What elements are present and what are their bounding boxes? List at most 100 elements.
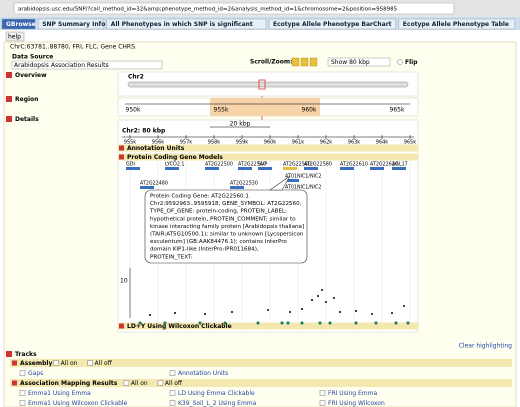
tab[interactable]	[106, 18, 267, 30]
checkbox[interactable]	[87, 360, 93, 366]
details-tick-label: 955k	[124, 140, 137, 146]
data-source-select[interactable]	[11, 60, 163, 70]
gene-model[interactable]	[140, 186, 154, 189]
gene-model[interactable]	[283, 167, 297, 170]
gene-model[interactable]	[230, 186, 244, 189]
tab[interactable]	[398, 18, 516, 30]
checkbox[interactable]	[123, 380, 130, 386]
tooltip	[144, 189, 308, 264]
gene-model[interactable]	[285, 179, 299, 182]
tooltip-line: PROTEIN_TEXT:	[150, 254, 193, 260]
plot-point	[391, 312, 393, 314]
gene-model[interactable]	[304, 167, 318, 170]
section-title: Region	[15, 96, 38, 103]
region-tick: 960k	[302, 107, 317, 114]
overview-chr: Chr2	[128, 74, 144, 81]
ld-point	[300, 321, 304, 325]
gene-model[interactable]	[126, 167, 140, 170]
checkbox[interactable]	[319, 400, 326, 406]
gene-label: AT2G22500	[205, 162, 233, 168]
flip-radio[interactable]	[397, 59, 403, 65]
ld-point	[256, 321, 260, 325]
collapse-toggle[interactable]	[119, 323, 124, 329]
gene-label: LYCO2.1	[165, 162, 184, 168]
scroll-button[interactable]	[291, 57, 300, 67]
track-item: Emma1 Using Wilcoxon Clickable	[28, 400, 128, 407]
data-source-label: Data Source	[12, 54, 53, 61]
tooltip-line: kinase interacting family protein [Arabi…	[150, 224, 304, 230]
tab[interactable]	[1, 18, 36, 30]
gene-model[interactable]	[258, 167, 272, 170]
checkbox[interactable]	[19, 390, 26, 396]
help-button[interactable]	[5, 31, 25, 42]
scroll-zoom: Scroll/Zoom:	[250, 59, 293, 66]
checkbox[interactable]	[169, 400, 176, 406]
zoom-select[interactable]	[327, 57, 391, 67]
plot-point	[231, 311, 233, 313]
tab[interactable]	[268, 18, 397, 30]
plot-point	[149, 314, 151, 316]
checkbox[interactable]	[319, 390, 326, 396]
track-item: FRI Using Emma	[328, 390, 377, 397]
address-field[interactable]	[13, 2, 455, 15]
tooltip-line: domain KIP1-like (InterPro:IPR011684),	[150, 247, 259, 253]
collapse-toggle[interactable]	[6, 351, 12, 357]
gene-model[interactable]	[238, 167, 252, 170]
tooltip-line: esculentum] (GB:AAK84476.1); contains In…	[150, 239, 287, 245]
checkbox[interactable]	[19, 400, 26, 406]
tab-label: All Phenotypes in which SNP is significa…	[111, 21, 253, 28]
zoom: Show 80 kbp	[331, 59, 370, 66]
checkbox[interactable]	[169, 370, 176, 376]
gene-model[interactable]	[392, 167, 406, 170]
gene-label: AT2G22530	[230, 181, 258, 187]
data-source: Arabidopsis Association Results	[14, 62, 109, 69]
group-name: Association Mapping Results	[20, 380, 118, 387]
checkbox[interactable]	[157, 380, 164, 386]
region-highlight	[210, 98, 320, 116]
region-tick: 965k	[390, 107, 405, 114]
plot-point	[317, 295, 319, 297]
view-box	[258, 79, 266, 90]
gene-model[interactable]	[340, 167, 354, 170]
track-bar	[118, 153, 418, 161]
section-title: Tracks	[15, 351, 37, 358]
checkbox[interactable]	[19, 370, 26, 376]
scale: 20 kbp	[230, 121, 251, 128]
collapse-toggle[interactable]	[6, 96, 12, 102]
chromosome	[127, 81, 409, 88]
plot-point	[321, 289, 323, 291]
plot-label: 10	[120, 278, 128, 285]
gene-label: SVP	[258, 162, 267, 168]
gene-label: AT01NIC1/NIC2	[285, 185, 321, 191]
tab[interactable]	[37, 18, 105, 30]
collapse-toggle[interactable]	[119, 145, 124, 151]
track-item: K39_Soil_L_2 Using Emma	[178, 400, 257, 407]
checkbox[interactable]	[169, 390, 176, 396]
tooltip-line: Chr2:9592963..9595918, GENE_SYMBOL: AT2G…	[150, 201, 302, 207]
scroll-button[interactable]	[309, 57, 318, 67]
gene-model[interactable]	[165, 167, 179, 170]
header-line: ChrC:63781..88780, FRI, FLC, Gene CHRS.	[10, 44, 137, 51]
gene-model[interactable]	[370, 167, 384, 170]
plot-point	[311, 299, 313, 301]
ld-point	[328, 321, 332, 325]
all-on: All on	[131, 380, 148, 387]
collapse-toggle[interactable]	[6, 72, 12, 78]
collapse-toggle[interactable]	[119, 154, 124, 160]
collapse-toggle[interactable]	[12, 360, 17, 366]
gene-model[interactable]	[205, 167, 219, 170]
ld-point	[394, 321, 398, 325]
collapse-toggle[interactable]	[12, 380, 17, 386]
scroll-button[interactable]	[300, 57, 309, 67]
ld-point	[318, 321, 322, 325]
ld-point	[354, 321, 358, 325]
ld-point	[286, 321, 290, 325]
collapse-toggle[interactable]	[6, 116, 12, 122]
plot-point	[339, 311, 341, 313]
gene-label: GDI	[126, 162, 135, 168]
plot-point	[355, 310, 357, 312]
details-tick-label: 964k	[376, 140, 389, 146]
track-bar	[118, 144, 418, 152]
checkbox[interactable]	[53, 360, 59, 366]
